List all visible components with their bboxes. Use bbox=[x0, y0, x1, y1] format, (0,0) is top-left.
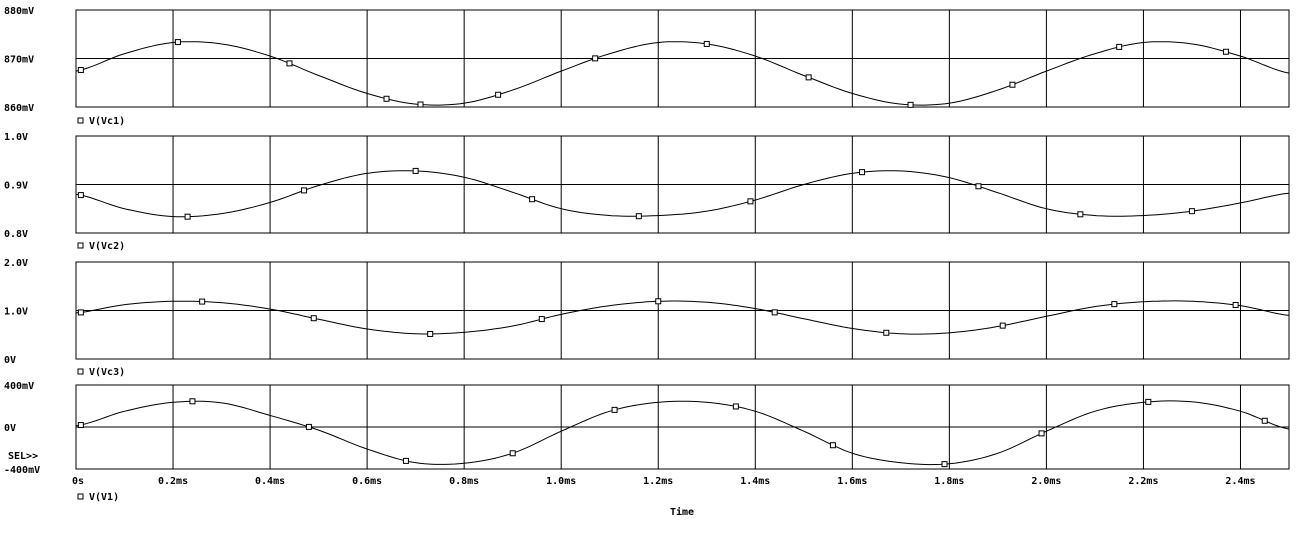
sel-marker: SEL>> bbox=[8, 451, 38, 462]
data-marker bbox=[1009, 81, 1016, 88]
data-marker bbox=[427, 330, 434, 337]
y-tick-label: 0V bbox=[4, 423, 16, 434]
legend-label: V(V1) bbox=[89, 492, 119, 503]
y-tick-label: 870mV bbox=[4, 55, 34, 66]
x-tick-label: 2.0ms bbox=[1031, 476, 1061, 487]
x-tick-label: 1.8ms bbox=[934, 476, 964, 487]
x-tick-label: 1.6ms bbox=[837, 476, 867, 487]
data-marker bbox=[1232, 301, 1239, 308]
x-tick-label: 0.4ms bbox=[255, 476, 285, 487]
data-marker bbox=[305, 423, 312, 430]
data-marker bbox=[301, 187, 308, 194]
data-marker bbox=[975, 183, 982, 190]
x-tick-label: 2.2ms bbox=[1128, 476, 1158, 487]
data-marker bbox=[592, 55, 599, 62]
x-tick-label: 1.0ms bbox=[546, 476, 576, 487]
data-marker bbox=[417, 101, 424, 108]
y-tick-label: 1.0V bbox=[4, 132, 28, 143]
data-marker bbox=[1188, 208, 1195, 215]
data-marker bbox=[77, 67, 84, 74]
y-tick-label: 0.8V bbox=[4, 229, 28, 240]
data-marker bbox=[310, 315, 317, 322]
panel-1: 880mV 870mV 860mV V(Vc1) bbox=[4, 6, 1290, 127]
data-marker bbox=[1261, 417, 1268, 424]
data-marker bbox=[747, 198, 754, 205]
data-marker bbox=[703, 40, 710, 47]
data-marker bbox=[77, 192, 84, 199]
legend-label: V(Vc1) bbox=[89, 116, 125, 127]
y-tick-label: 860mV bbox=[4, 103, 34, 114]
data-marker bbox=[495, 91, 502, 98]
data-marker bbox=[635, 213, 642, 220]
panel-3: 2.0V 1.0V 0V V(Vc3) bbox=[4, 258, 1290, 378]
data-marker bbox=[174, 39, 181, 46]
data-marker bbox=[907, 101, 914, 108]
legend-marker bbox=[77, 242, 84, 249]
panel-2: 1.0V 0.9V 0.8V V(Vc2) bbox=[4, 132, 1290, 252]
data-marker bbox=[1116, 43, 1123, 50]
legend-label: V(Vc2) bbox=[89, 241, 125, 252]
data-marker bbox=[77, 309, 84, 316]
data-marker bbox=[655, 298, 662, 305]
legend-marker bbox=[77, 368, 84, 375]
data-marker bbox=[732, 403, 739, 410]
legend-marker bbox=[77, 117, 84, 124]
legend-marker bbox=[77, 493, 84, 500]
trace-line bbox=[75, 400, 1290, 466]
x-tick-label: 0.8ms bbox=[449, 476, 479, 487]
data-marker bbox=[1145, 398, 1152, 405]
x-tick-label: 0.2ms bbox=[158, 476, 188, 487]
data-marker bbox=[529, 196, 536, 203]
y-tick-label: 880mV bbox=[4, 6, 34, 17]
trace-line bbox=[75, 300, 1290, 335]
data-marker bbox=[611, 406, 618, 413]
data-marker bbox=[771, 309, 778, 316]
y-tick-label: 0V bbox=[4, 355, 16, 366]
data-marker bbox=[412, 167, 419, 174]
x-tick-label: 2.4ms bbox=[1225, 476, 1255, 487]
data-marker bbox=[509, 450, 516, 457]
data-marker bbox=[883, 329, 890, 336]
data-marker bbox=[859, 169, 866, 176]
data-marker bbox=[1038, 430, 1045, 437]
y-tick-label: -400mV bbox=[4, 465, 40, 476]
data-marker bbox=[402, 457, 409, 464]
data-marker bbox=[383, 95, 390, 102]
data-marker bbox=[286, 60, 293, 67]
x-tick-label: 1.2ms bbox=[643, 476, 673, 487]
data-marker bbox=[941, 461, 948, 468]
x-tick-label: 0s bbox=[72, 476, 84, 487]
data-marker bbox=[805, 74, 812, 81]
data-marker bbox=[189, 398, 196, 405]
trace-line bbox=[75, 41, 1290, 106]
data-marker bbox=[1077, 211, 1084, 218]
x-tick-label: 0.6ms bbox=[352, 476, 382, 487]
x-tick-label: 1.4ms bbox=[740, 476, 770, 487]
y-tick-label: 2.0V bbox=[4, 258, 28, 269]
data-marker bbox=[1222, 48, 1229, 55]
time-axis-label: Time bbox=[670, 506, 694, 518]
y-tick-label: 0.9V bbox=[4, 181, 28, 192]
trace-line bbox=[75, 170, 1290, 218]
data-marker bbox=[184, 213, 191, 220]
data-marker bbox=[538, 316, 545, 323]
y-tick-label: 1.0V bbox=[4, 307, 28, 318]
data-marker bbox=[77, 422, 84, 429]
data-marker bbox=[199, 298, 206, 305]
data-marker bbox=[999, 322, 1006, 329]
y-tick-label: 400mV bbox=[4, 381, 34, 392]
panel-4: 400mV 0V -400mV V(V1) 0s 0.2ms 0.4ms 0.6ms 0.8ms… bbox=[4, 381, 1290, 503]
data-marker bbox=[1111, 301, 1118, 308]
data-marker bbox=[829, 442, 836, 449]
legend-label: V(Vc3) bbox=[89, 367, 125, 378]
